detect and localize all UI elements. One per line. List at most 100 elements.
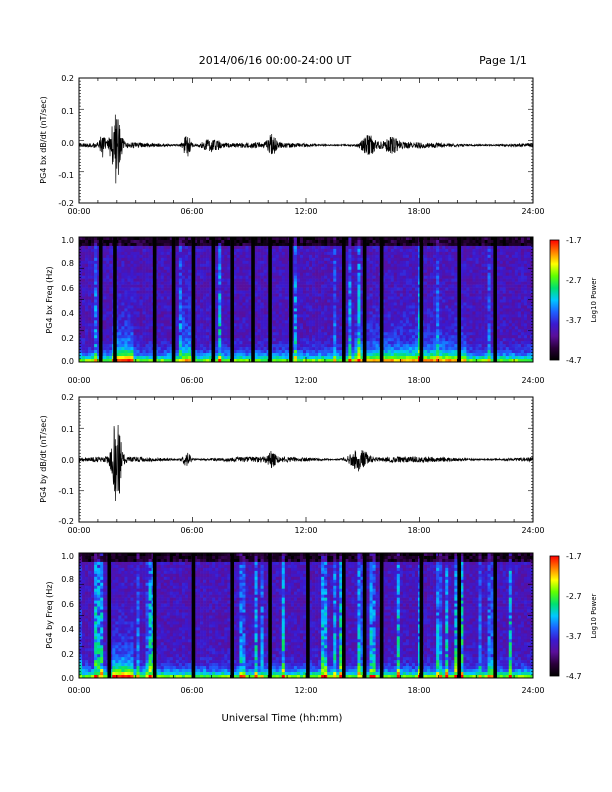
spectrogram-cell: [224, 237, 228, 241]
spectrogram-cell: [115, 257, 119, 262]
spectrogram-cell: [293, 293, 298, 297]
spectrogram-cell: [121, 293, 125, 297]
spectrogram-cell: [302, 338, 307, 342]
spectrogram-cell: [299, 245, 304, 250]
spectrogram-cell: [354, 263, 358, 268]
spectrogram-cell: [169, 296, 174, 300]
spectrogram-cell: [85, 245, 89, 250]
spectrogram-cell: [348, 299, 352, 303]
spectrogram-cell: [206, 332, 210, 336]
spectrogram-cell: [103, 272, 107, 276]
spectrogram-cell: [163, 356, 168, 360]
spectrogram-cell: [169, 245, 174, 250]
spectrogram-cell: [254, 305, 258, 309]
spectrogram-cell: [369, 269, 373, 274]
spectrogram-cell: [309, 320, 313, 324]
spectrogram-cell: [94, 284, 98, 288]
spectrogram-cell: [375, 356, 379, 360]
spectrogram-cell: [187, 323, 192, 327]
spectrogram-cell: [348, 347, 352, 351]
spectrogram-cell: [387, 251, 392, 256]
spectrogram-cell: [357, 311, 361, 315]
spectrogram-cell: [375, 242, 379, 247]
spectrogram-cell: [309, 359, 313, 363]
spectrogram-cell: [136, 338, 140, 342]
spectrogram-cell: [163, 272, 168, 276]
spectrogram-cell: [309, 326, 313, 330]
spectrogram-cell: [393, 263, 398, 268]
spectrogram-cell: [200, 332, 204, 336]
spectrogram-cell: [181, 260, 186, 265]
spectrogram-cell: [348, 284, 352, 288]
spectrogram-cell: [390, 296, 395, 300]
spectrogram-cell: [318, 344, 322, 348]
spectrogram-cell: [203, 350, 207, 354]
spectrogram-cell: [272, 239, 277, 244]
spectrogram-cell: [324, 347, 328, 351]
spectrogram-cell: [118, 344, 122, 348]
spectrogram-cell: [215, 260, 219, 265]
spectrogram-cell: [299, 257, 304, 262]
spectrogram-cell: [169, 237, 174, 241]
spectrogram-cell: [97, 344, 101, 348]
spectrogram-cell: [133, 251, 137, 256]
spectrogram-cell: [175, 326, 180, 330]
spectrogram-cell: [324, 296, 328, 300]
spectrogram-cell: [315, 344, 319, 348]
spectrogram-cell: [103, 347, 107, 351]
spectrogram-cell: [187, 239, 192, 244]
spectrogram-cell: [390, 237, 395, 241]
spectrogram-cell: [145, 335, 149, 339]
spectrogram-cell: [242, 341, 246, 345]
spectrogram-cell: [408, 332, 413, 336]
spectrogram-cell: [209, 293, 213, 297]
spectrogram-cell: [236, 302, 240, 306]
spectrogram-cell: [369, 353, 373, 357]
spectrogram-cell: [293, 290, 298, 294]
spectrogram-cell: [369, 257, 373, 262]
spectrogram-cell: [130, 326, 134, 330]
spectrogram-cell: [203, 323, 207, 327]
spectrogram-cell: [414, 239, 419, 244]
spectrogram-cell: [345, 350, 349, 354]
spectrogram-cell: [427, 263, 431, 268]
spectrogram-cell: [197, 281, 201, 285]
spectrogram-cell: [233, 242, 237, 247]
spectrogram-cell: [121, 287, 125, 291]
spectrogram-cell: [360, 296, 364, 300]
spectrogram-cell: [396, 278, 401, 282]
spectrogram-cell: [203, 290, 207, 294]
spectrogram-cell: [169, 287, 174, 291]
spectrogram-cell: [184, 248, 189, 253]
spectrogram-cell: [369, 272, 373, 276]
spectrogram-cell: [299, 290, 304, 294]
spectrogram-cell: [306, 356, 310, 360]
spectrogram-cell: [299, 272, 304, 276]
spectrogram-cell: [142, 266, 146, 271]
spectrogram-cell: [218, 323, 222, 327]
spectrogram-cell: [312, 275, 316, 279]
spectrogram-cell: [327, 248, 331, 253]
spectrogram-cell: [136, 290, 140, 294]
spectrogram-cell: [118, 302, 122, 306]
spectrogram-cell: [369, 359, 373, 363]
spectrogram-cell: [390, 350, 395, 354]
spectrogram-cell: [263, 278, 267, 282]
spectrogram-cell: [354, 332, 358, 336]
spectrogram-cell: [206, 314, 210, 318]
spectrogram-cell: [424, 314, 428, 318]
spectrogram-cell: [145, 260, 149, 265]
spectrogram-cell: [293, 260, 298, 265]
spectrogram-cell: [245, 335, 249, 339]
spectrogram-cell: [157, 257, 162, 262]
spectrogram-cell: [136, 260, 140, 265]
spectrogram-cell: [181, 266, 186, 271]
spectrogram-cell: [215, 281, 219, 285]
spectrogram-cell: [390, 272, 395, 276]
spectrogram-cell: [82, 239, 86, 244]
spectrogram-cell: [324, 278, 328, 282]
spectrogram-cell: [278, 314, 283, 318]
spectrogram-cell: [257, 326, 261, 330]
spectrogram-cell: [218, 311, 222, 315]
spectrogram-cell: [427, 237, 431, 241]
